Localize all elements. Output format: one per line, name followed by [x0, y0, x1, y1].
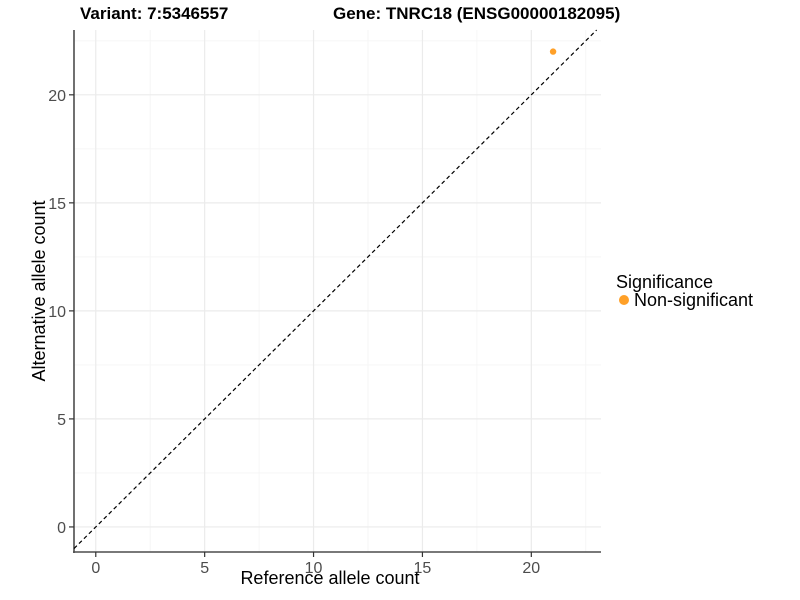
x-tick-label: 0 — [91, 560, 100, 577]
axes: 0 5 10 15 20 0 5 10 15 20 — [48, 30, 601, 577]
x-tick-label: 20 — [522, 560, 540, 577]
data-points — [549, 48, 557, 55]
y-tick-label: 15 — [48, 196, 66, 213]
x-tick-label: 5 — [200, 560, 209, 577]
x-axis-title: Reference allele count — [240, 568, 419, 588]
identity-reference-line — [73, 29, 598, 549]
y-tick-label: 0 — [57, 520, 66, 537]
legend-title: Significance — [616, 272, 713, 292]
minor-gridlines — [74, 30, 601, 552]
title-gene: Gene: TNRC18 (ENSG00000182095) — [333, 4, 620, 23]
y-tick-label: 5 — [57, 412, 66, 429]
legend: Significance Non-significant — [616, 272, 753, 310]
legend-item-label: Non-significant — [634, 290, 753, 310]
x-tick-label: 10 — [305, 560, 323, 577]
x-tick-label: 15 — [414, 560, 432, 577]
legend-key-dot-icon — [619, 295, 629, 305]
major-gridlines — [74, 30, 601, 552]
y-axis-title: Alternative allele count — [29, 200, 49, 381]
data-point — [549, 48, 557, 55]
y-tick-label: 10 — [48, 304, 66, 321]
y-tick-label: 20 — [48, 88, 66, 105]
title-variant: Variant: 7:5346557 — [80, 4, 228, 23]
